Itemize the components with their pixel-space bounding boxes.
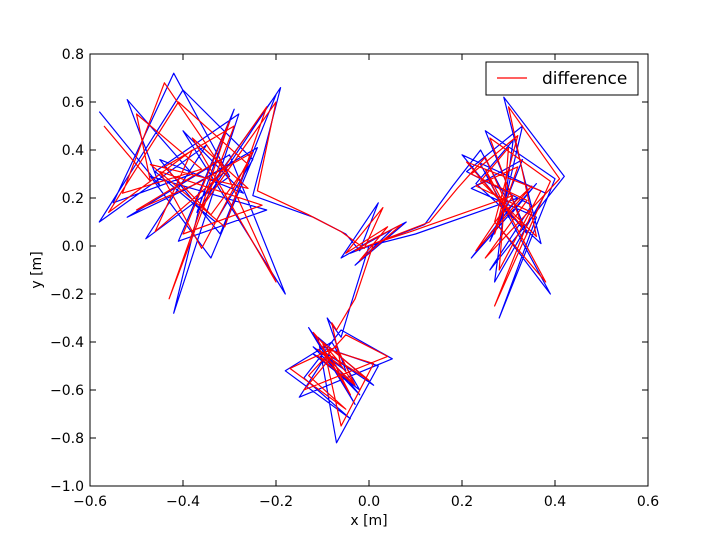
legend: difference [485,61,639,96]
y-tick-label: 0.8 [62,47,84,63]
y-axis-label: y [m] [29,251,45,288]
y-tick-label: −1.0 [50,479,84,495]
x-axis-label: x [m] [350,513,387,529]
y-tick-label: −0.2 [50,287,84,303]
ticks-layer: −0.6 −0.4 −0.2 0.0 0.2 0.4 0.6 −1.0 −0.8 −0.6 −0.4… [50,47,659,510]
series-layer [98,72,565,444]
series-line-1 [103,82,561,427]
x-tick-label: 0.4 [544,494,566,510]
x-tick-label: −0.2 [259,494,293,510]
y-tick-label: 0.6 [62,95,84,111]
y-tick-label: −0.6 [50,383,84,399]
x-tick-label: 0.2 [451,494,473,510]
x-tick-label: −0.6 [73,494,107,510]
plot-area [90,54,648,486]
x-tick-label: −0.4 [166,494,200,510]
y-tick-label: 0.4 [62,143,84,159]
y-tick-label: −0.4 [50,335,84,351]
legend-label: difference [542,69,627,89]
y-tick-label: 0.0 [62,239,84,255]
y-tick-label: −0.8 [50,431,84,447]
x-tick-label: 0.0 [358,494,380,510]
y-tick-label: 0.2 [62,191,84,207]
x-tick-label: 0.6 [637,494,659,510]
series-line-0 [98,72,565,444]
